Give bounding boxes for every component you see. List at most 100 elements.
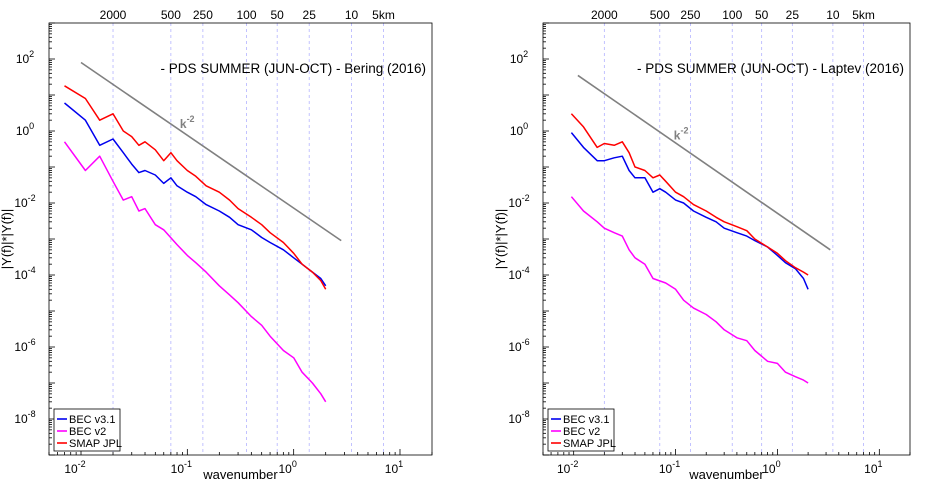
y-tick-label: 10-6 [508,337,529,354]
top-distance-label: 50 [755,8,769,22]
x-tick-label: 100 [762,459,780,476]
top-distance-label: 100 [236,8,256,22]
reference-line-label: k-2 [674,126,689,143]
x-axis-label: wavenumber [688,467,764,482]
top-distance-label: 500 [650,8,670,22]
y-tick-label: 102 [16,49,34,66]
legend-entry-label: SMAP JPL [69,438,122,450]
top-distance-label: 500 [161,8,181,22]
reference-line [577,74,831,251]
x-tick-label-exp: 0 [776,459,781,469]
y-tick-label-base: 10 [510,124,524,138]
y-tick-label-base: 10 [14,196,28,210]
reference-line-label-base: k [180,117,187,131]
y-tick-label: 10-2 [14,193,35,210]
y-tick-label: 10-8 [508,409,529,426]
y-tick-label-exp: -2 [522,193,530,203]
chart-title: - PDS SUMMER (JUN-OCT) - Bering (2016) [160,61,426,76]
y-tick-label: 100 [16,121,34,138]
y-tick-label-base: 10 [16,52,30,66]
series-line-3 [570,113,809,276]
chart-panel-2: 10-2 10-1 100 10110-810-610-410-21001022000… [493,8,911,482]
x-tick-label-exp: -1 [672,459,680,469]
y-tick-label: 102 [510,49,528,66]
x-tick-label-base: 10 [659,462,673,476]
legend-entry-label: BEC v2 [69,426,106,438]
y-tick-label-base: 10 [508,340,522,354]
x-tick-label-exp: 1 [398,459,403,469]
x-tick-label: 101 [385,459,403,476]
y-tick-label-base: 10 [14,340,28,354]
top-distance-label: 5km [852,8,875,22]
top-distance-label: 2000 [100,8,127,22]
reference-line-label-exp: -2 [680,126,688,136]
top-distance-label: 250 [193,8,213,22]
reference-line-label-exp: -2 [187,114,195,124]
y-tick-label-exp: 2 [29,49,34,59]
series-line-1 [570,132,809,290]
legend-entry-label: BEC v3.1 [69,414,115,426]
top-distance-label: 5km [372,8,395,22]
x-tick-label-exp: -1 [184,459,192,469]
y-tick-label-base: 10 [16,124,30,138]
y-tick-label: 10-6 [14,337,35,354]
series-line-2 [63,141,327,403]
y-tick-label-base: 10 [508,196,522,210]
top-distance-label: 10 [826,8,840,22]
y-tick-label-base: 10 [14,268,28,282]
top-distance-label: 250 [680,8,700,22]
reference-line-label-base: k [674,129,681,143]
y-tick-label-exp: -2 [28,193,36,203]
y-tick-label-exp: -6 [28,337,36,347]
x-tick-label: 10-2 [64,459,85,476]
top-distance-label: 25 [303,8,317,22]
y-tick-label-exp: -4 [28,265,36,275]
series-line-1 [64,102,327,287]
y-axis-label: |Y(f)|*|Y(f)| [493,209,508,269]
series-line-3 [64,85,327,290]
top-distance-label: 25 [786,8,800,22]
y-axis-label: |Y(f)|*|Y(f)| [0,209,14,269]
y-tick-label: 10-4 [508,265,529,282]
chart-title: - PDS SUMMER (JUN-OCT) - Laptev (2016) [637,61,904,76]
top-distance-label: 100 [722,8,742,22]
y-tick-label-exp: -4 [522,265,530,275]
x-tick-label-base: 10 [864,462,878,476]
x-tick-label: 100 [278,459,296,476]
y-tick-label-exp: 0 [523,121,528,131]
y-tick-label-base: 10 [508,268,522,282]
x-tick-label-base: 10 [64,462,78,476]
legend-entry-label: BEC v3.1 [563,414,609,426]
y-tick-label: 100 [510,121,528,138]
legend-entry-label: BEC v2 [563,426,600,438]
y-tick-label-exp: -8 [28,409,36,419]
x-tick-label: 10-1 [171,459,192,476]
y-tick-label-exp: -6 [522,337,530,347]
y-tick-label-exp: 2 [523,49,528,59]
reference-line-label: k-2 [180,114,195,131]
y-tick-label-exp: -8 [522,409,530,419]
x-tick-label: 10-1 [659,459,680,476]
x-tick-label: 10-2 [557,459,578,476]
y-tick-label-base: 10 [510,52,524,66]
legend-box [547,408,615,452]
top-distance-label: 50 [271,8,285,22]
chart-panel-1: 10-2 10-1 100 10110-810-610-410-21001022000… [0,8,433,482]
x-tick-label-exp: 0 [292,459,297,469]
legend-box [53,408,121,452]
x-tick-label-base: 10 [385,462,399,476]
y-tick-label: 10-8 [14,409,35,426]
top-distance-label: 2000 [591,8,618,22]
y-tick-label: 10-2 [508,193,529,210]
x-tick-label-base: 10 [762,462,776,476]
y-tick-label-exp: 0 [29,121,34,131]
x-axis-label: wavenumber [202,467,278,482]
reference-line [80,61,342,242]
x-tick-label: 101 [864,459,882,476]
y-tick-label-base: 10 [14,412,28,426]
x-tick-label-exp: -2 [570,459,578,469]
